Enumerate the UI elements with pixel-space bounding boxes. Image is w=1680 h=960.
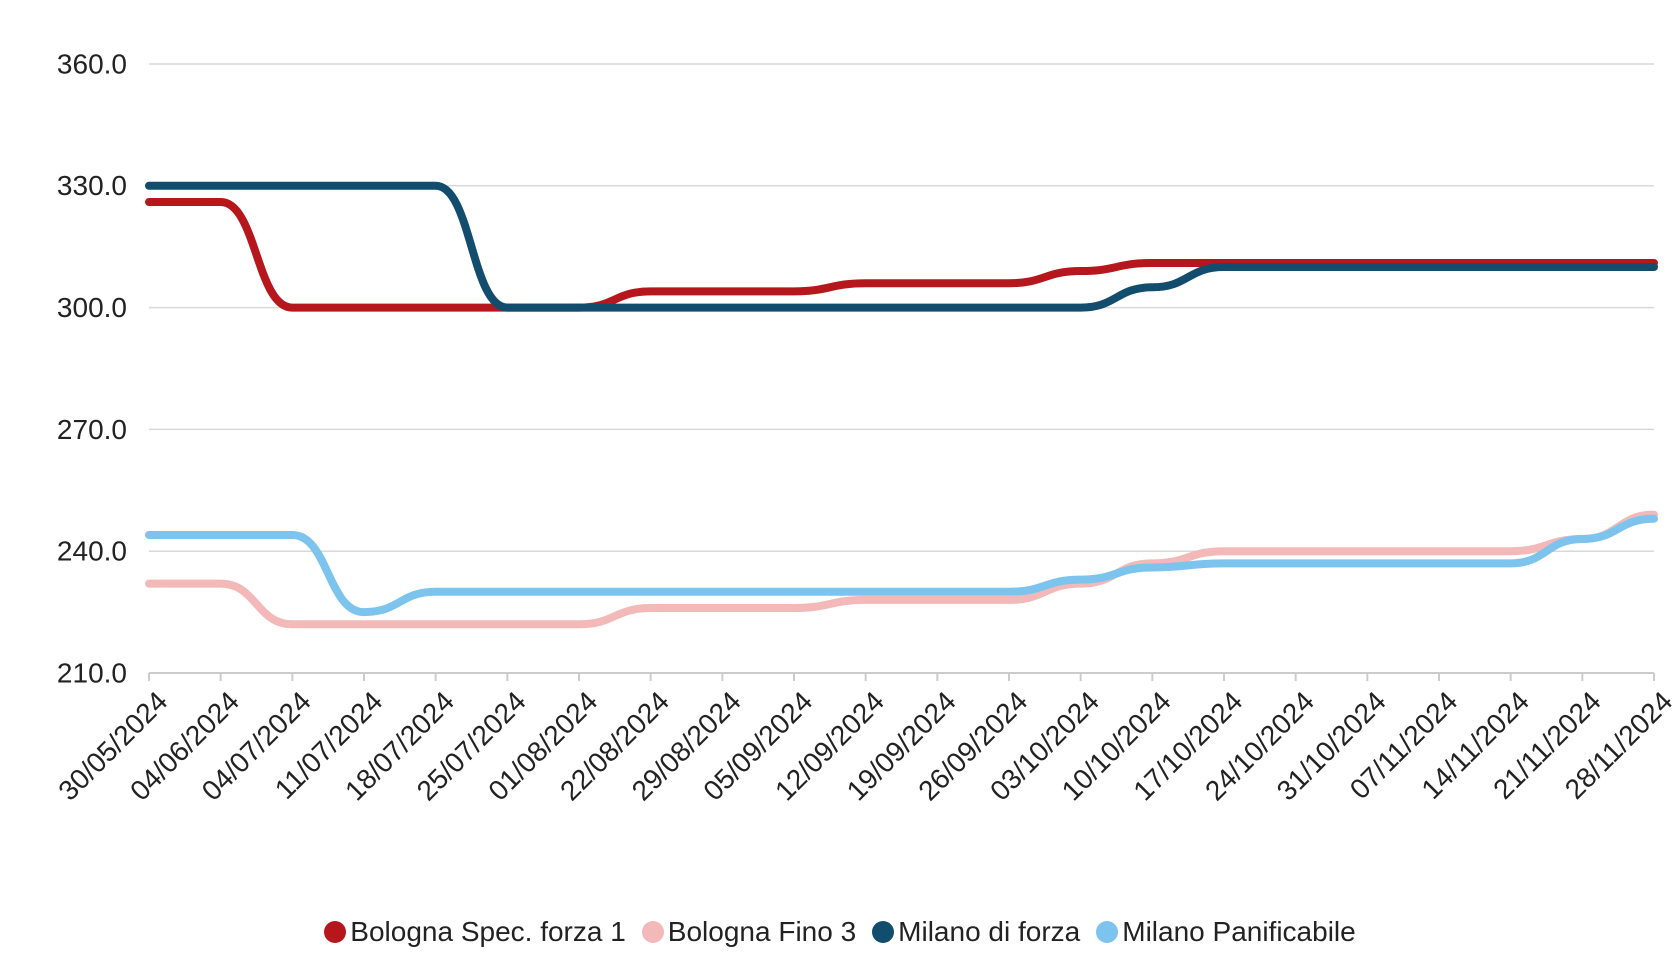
legend-marker — [641, 921, 664, 943]
legend-item: Milano di forza — [872, 916, 1080, 948]
legend: Bologna Spec. forza 1 Bologna Fino 3 Milan… — [0, 912, 1680, 952]
legend-label: Milano Panificabile — [1122, 916, 1356, 947]
series-line-3 — [145, 181, 1658, 312]
y-tick-label: 270.0 — [57, 414, 127, 445]
series-line-1 — [145, 198, 1658, 312]
y-tick-label: 210.0 — [57, 657, 127, 688]
legend-marker — [324, 921, 347, 943]
y-axis-ticks: 210.0 240.0 270.0 300.0 330.0 360.0 — [57, 48, 127, 688]
y-tick-label: 300.0 — [57, 292, 127, 323]
y-tick-label: 360.0 — [57, 48, 127, 79]
legend-item: Milano Panificabile — [1096, 916, 1356, 948]
legend-item: Bologna Fino 3 — [641, 916, 857, 948]
legend-label: Bologna Spec. forza 1 — [350, 916, 626, 947]
series-line-2 — [145, 510, 1658, 629]
y-tick-label: 240.0 — [57, 536, 127, 567]
gridlines — [149, 63, 1654, 674]
series-line-4 — [145, 514, 1658, 617]
legend-label: Milano di forza — [898, 916, 1081, 947]
legend-item: Bologna Spec. forza 1 — [324, 916, 626, 948]
x-axis-ticks: 30/05/202404/06/202404/07/202411/07/2024… — [52, 673, 1678, 806]
legend-marker — [1096, 921, 1119, 943]
series-lines — [145, 181, 1658, 629]
legend-label: Bologna Fino 3 — [667, 916, 857, 947]
y-tick-label: 330.0 — [57, 170, 127, 201]
legend-marker — [872, 921, 895, 943]
